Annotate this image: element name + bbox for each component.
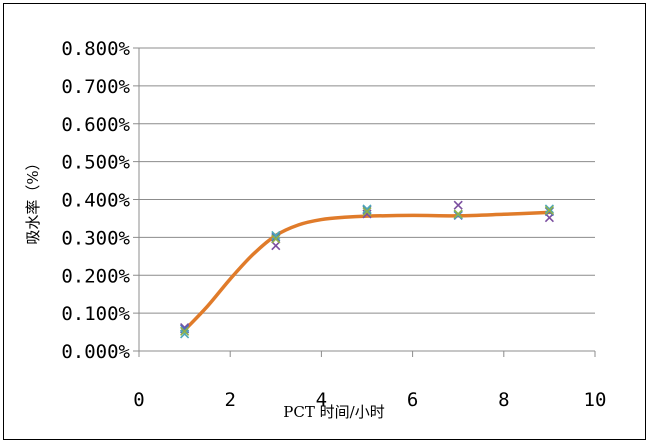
- x-tick-label-5: 10: [584, 389, 607, 411]
- point-s2-2: [362, 204, 372, 214]
- y-axis-title: 吸水率（%）: [24, 155, 42, 244]
- trend-line: [182, 210, 552, 332]
- point-s1-2: [362, 205, 372, 215]
- point-s2-1: [271, 230, 281, 241]
- y-tick-label-6: 0.600%: [61, 114, 130, 136]
- x-tick-label-4: 8: [498, 389, 509, 411]
- x-axis-title: PCT 时间/小时: [283, 403, 384, 421]
- point-s3-2: [362, 207, 372, 217]
- point-s0-1: [271, 241, 281, 251]
- x-tick-label-3: 6: [407, 389, 418, 411]
- y-tick-label-0: 0.000%: [61, 341, 130, 363]
- point-s3-3: [453, 209, 463, 219]
- point-s1-1: [271, 232, 281, 242]
- point-s3-0: [180, 326, 190, 336]
- x-tick-label-2: 4: [316, 389, 327, 411]
- point-s2-0: [180, 329, 190, 339]
- chart-svg: 0.000% 0.100% 0.200% 0.300% 0.400% 0.500% 0.60…: [24, 38, 607, 421]
- point-s3-1: [271, 234, 281, 244]
- x-tick-label-1: 2: [224, 389, 235, 411]
- y-tick-label-8: 0.800%: [61, 38, 130, 60]
- y-tick-label-1: 0.100%: [61, 303, 130, 325]
- x-tick-label-0: 0: [133, 389, 144, 411]
- point-s1-4: [544, 207, 554, 217]
- y-tick-label-3: 0.300%: [61, 227, 130, 249]
- y-tick-label-7: 0.700%: [61, 76, 130, 98]
- y-tick-label-4: 0.400%: [61, 190, 130, 212]
- y-tick-label-2: 0.200%: [61, 265, 130, 287]
- chart-frame: 0.000% 0.100% 0.200% 0.300% 0.400% 0.500% 0.60…: [3, 3, 646, 440]
- y-tick-label-5: 0.500%: [61, 152, 130, 174]
- point-s2-4: [544, 204, 554, 214]
- point-s0-3: [453, 200, 463, 210]
- point-s3-4: [544, 205, 554, 216]
